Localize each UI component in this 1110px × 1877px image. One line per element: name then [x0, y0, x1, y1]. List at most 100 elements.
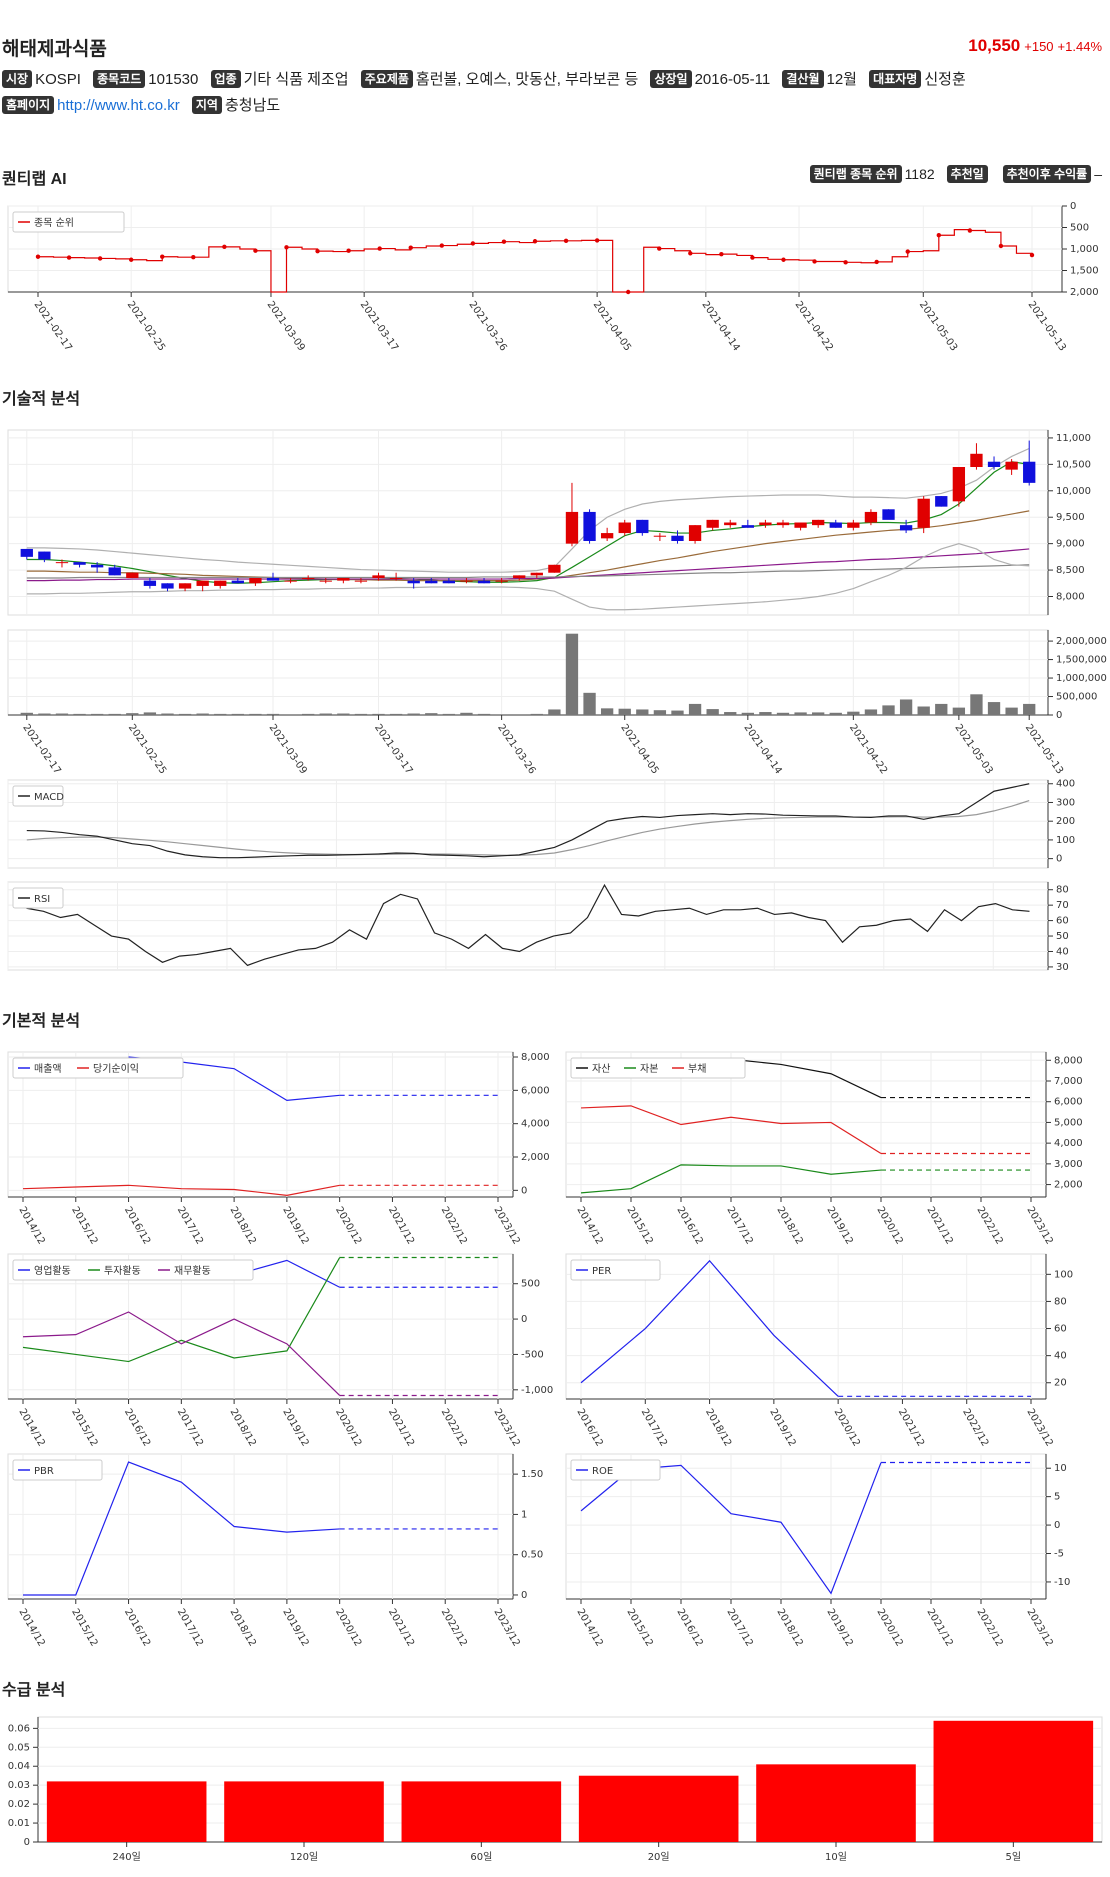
overlay-MA60 — [26, 548, 1030, 582]
legend: RSI — [12, 887, 64, 909]
volume-bar — [847, 711, 860, 715]
x-tick-label: 2021/12 — [924, 1607, 954, 1648]
y-tick-label: 500,000 — [1056, 692, 1097, 703]
y-tick-label: 40 — [1054, 1351, 1067, 1362]
return-value: – — [1094, 166, 1102, 182]
y-tick-label: 50 — [1056, 931, 1069, 942]
x-tick-label: 2023/12 — [1024, 1607, 1054, 1648]
y-tick-label: 5,000 — [1054, 1117, 1083, 1128]
y-tick-label: 0 — [521, 1590, 527, 1601]
overlay-MA5 — [26, 461, 1030, 584]
x-tick-label: 2018/12 — [703, 1407, 733, 1448]
volume-bar — [495, 714, 508, 715]
rank-point — [905, 249, 910, 254]
candle-body — [302, 578, 315, 579]
x-tick-label: 2021-04-05 — [618, 722, 660, 776]
volume-bar — [178, 713, 192, 715]
x-tick-label: 2022/12 — [974, 1205, 1004, 1246]
x-tick-label: 2022/12 — [439, 1607, 469, 1648]
chart-balance: 2,000 3,000 4,000 5,000 6,000 7,000 8,000 2014/… — [565, 1051, 1083, 1246]
overlay-BB_lower — [26, 543, 1030, 611]
supply-bar — [401, 1781, 562, 1842]
x-tick-label: 2018/12 — [774, 1607, 804, 1648]
volume-bar — [952, 707, 966, 715]
candle-body — [90, 564, 104, 568]
x-tick-label: 2021-05-13 — [1026, 299, 1068, 353]
x-tick-label: 10일 — [825, 1851, 847, 1863]
volume-bar — [231, 713, 244, 715]
x-tick-label: 2021-04-22 — [847, 722, 889, 776]
per-line — [580, 1259, 839, 1397]
candle-body — [548, 564, 561, 573]
legend-label: MACD — [34, 792, 64, 803]
x-tick-label: 2023/12 — [491, 1407, 521, 1448]
x-tick-label: 120일 — [290, 1851, 318, 1863]
volume-bar — [917, 706, 930, 715]
y-tick-label: 6,000 — [1054, 1097, 1083, 1108]
chart-rank: 0 500 1,000 1,500 2,000 2021-02-17 2021-02-25 2… — [7, 201, 1099, 353]
volume-bar — [970, 694, 983, 715]
rank-point — [408, 245, 413, 250]
candle-body — [952, 467, 966, 502]
x-tick-label: 2015/12 — [69, 1407, 99, 1448]
chart-price: 8,000 8,500 9,000 9,500 10,000 10,500 11,000 — [7, 429, 1091, 616]
y-tick-label: 3,000 — [1054, 1159, 1083, 1170]
market-value: KOSPI — [35, 71, 81, 88]
candle-body — [759, 522, 772, 526]
industry-value: 기타 식품 제조업 — [243, 71, 349, 88]
volume-bar — [530, 713, 543, 715]
candle-body — [161, 583, 174, 589]
volume-bar — [741, 712, 754, 715]
x-tick-label: 2021/12 — [386, 1607, 416, 1648]
x-tick-label: 2021-03-26 — [466, 299, 508, 353]
rank-point — [315, 248, 320, 254]
volume-bar — [354, 713, 368, 715]
y-tick-label: 8,000 — [521, 1052, 550, 1063]
y-tick-label: 300 — [1056, 797, 1075, 808]
volume-bar — [864, 709, 878, 715]
legend-label: 매출액 — [34, 1063, 62, 1075]
x-tick-label: 2021-05-03 — [917, 299, 959, 353]
legend: 종목 순위 — [12, 211, 125, 233]
x-tick-label: 2014/12 — [574, 1607, 604, 1648]
candle-body — [935, 496, 948, 507]
y-tick-label: 0.50 — [521, 1550, 543, 1561]
volume-bar — [653, 710, 667, 715]
y-tick-label: 100 — [1056, 835, 1075, 846]
x-tick-label: 2021-03-17 — [358, 299, 400, 353]
x-tick-label: 2018/12 — [228, 1205, 258, 1246]
y-tick-label: 40 — [1056, 946, 1069, 957]
x-tick-label: 2021-02-25 — [126, 722, 168, 776]
x-tick-label: 2015/12 — [69, 1607, 99, 1648]
y-tick-label: 60 — [1056, 916, 1069, 927]
volume-bar — [161, 713, 174, 715]
balance-line — [580, 1164, 882, 1194]
x-tick-label: 2019/12 — [280, 1407, 310, 1448]
return-badge: 추천이후 수익률 — [1002, 165, 1092, 183]
rank-point — [967, 228, 973, 233]
y-tick-label: 10 — [1054, 1463, 1067, 1474]
legend-label: RSI — [34, 894, 50, 905]
y-tick-label: 0 — [521, 1314, 527, 1325]
x-tick-label: 2021-05-13 — [1023, 722, 1065, 776]
volume-bar — [425, 713, 438, 715]
x-tick-label: 2017/12 — [175, 1607, 205, 1648]
rank-point — [66, 255, 72, 260]
x-tick-label: 2021/12 — [386, 1407, 416, 1448]
candle-body — [284, 580, 297, 582]
candle-body — [847, 522, 860, 528]
y-tick-label: 10,500 — [1056, 459, 1091, 470]
chart-per: 20 40 60 80 100 2016/12 2017/12 2018/12 2019/12 2… — [565, 1253, 1073, 1448]
candle-body — [460, 580, 473, 582]
rank-point — [812, 259, 817, 264]
homepage-link[interactable]: http://www.ht.co.kr — [57, 97, 180, 114]
candle-body — [882, 509, 895, 520]
y-tick-label: -10 — [1054, 1577, 1070, 1588]
candle-body — [266, 578, 280, 581]
candle-body — [38, 551, 51, 560]
code-badge: 종목코드 — [93, 70, 146, 88]
candle-body — [372, 575, 385, 578]
legend-label: PER — [592, 1266, 611, 1277]
x-tick-label: 2021-02-17 — [20, 722, 62, 776]
candle-body — [917, 498, 930, 528]
